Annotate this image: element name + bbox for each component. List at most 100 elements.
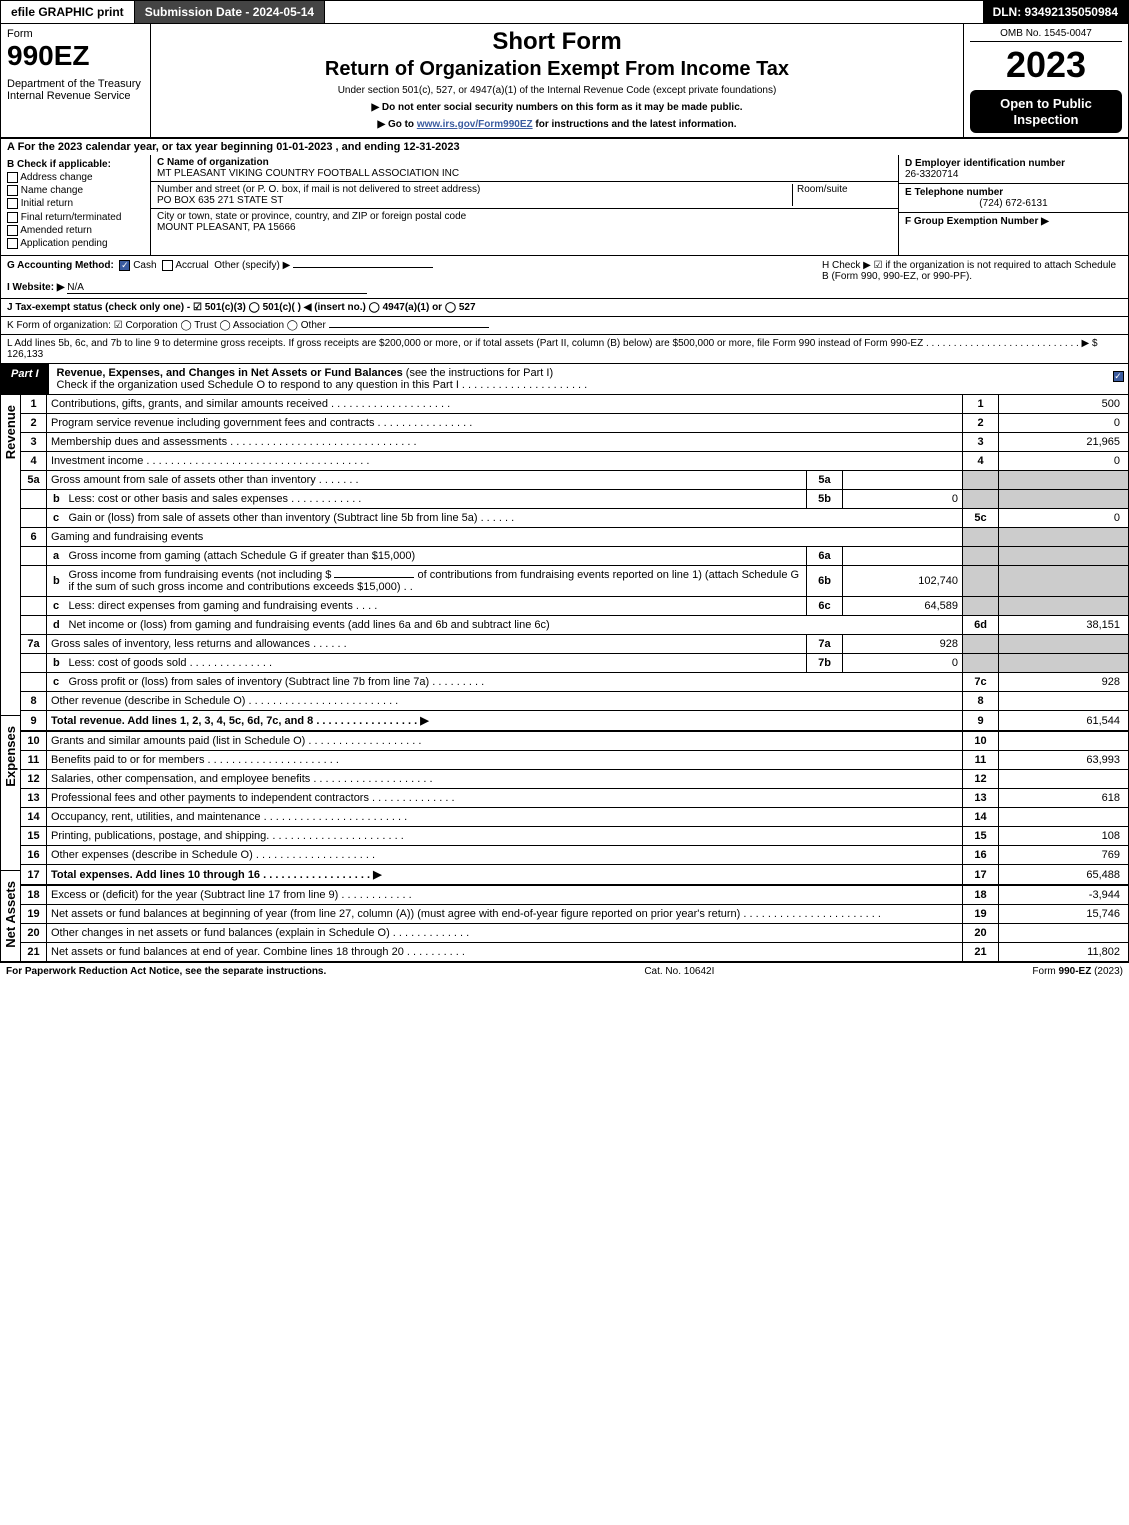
phone-value: (724) 672-6131 [905,198,1122,209]
city-label: City or town, state or province, country… [157,211,466,222]
website-value: N/A [67,282,367,294]
header-center: Short Form Return of Organization Exempt… [151,24,963,137]
goto-line: ▶ Go to www.irs.gov/Form990EZ for instru… [157,119,957,130]
f-label: F Group Exemption Number ▶ [905,216,1049,227]
addr-label: Number and street (or P. O. box, if mail… [157,184,480,195]
line-9: 9Total revenue. Add lines 1, 2, 3, 4, 5c… [21,711,1129,732]
room-label: Room/suite [797,184,848,195]
org-city: MOUNT PLEASANT, PA 15666 [157,222,296,233]
top-bar: efile GRAPHIC print Submission Date - 20… [0,0,1129,24]
j-text: J Tax-exempt status (check only one) - ☑… [7,302,476,313]
dept-label: Department of the Treasury [7,78,144,90]
g-label: G Accounting Method: [7,260,114,271]
g-other: Other (specify) ▶ [214,260,290,271]
section-l: L Add lines 5b, 6c, and 7b to line 9 to … [0,335,1129,364]
line-6b: b Gross income from fundraising events (… [21,566,1129,597]
line-6d: dNet income or (loss) from gaming and fu… [21,616,1129,635]
footer-left: For Paperwork Reduction Act Notice, see … [6,966,326,977]
line-5a: 5aGross amount from sale of assets other… [21,471,1129,490]
irs-link[interactable]: www.irs.gov/Form990EZ [417,119,533,130]
chk-final-return[interactable]: Final return/terminated [7,212,144,223]
part1-checkbox[interactable]: ✓ [1108,364,1128,394]
org-name: MT PLEASANT VIKING COUNTRY FOOTBALL ASSO… [157,168,459,179]
warning-line: ▶ Do not enter social security numbers o… [157,102,957,113]
e-label: E Telephone number [905,187,1003,198]
line-5c: cGain or (loss) from sale of assets othe… [21,509,1129,528]
line-7a: 7aGross sales of inventory, less returns… [21,635,1129,654]
line-10: 10Grants and similar amounts paid (list … [21,731,1129,751]
lines-table: 1Contributions, gifts, grants, and simil… [20,395,1129,962]
part1-tab: Part I [1,364,49,394]
l6b-amount-input[interactable] [334,577,414,578]
form-header: Form 990EZ Department of the Treasury In… [0,24,1129,139]
line-6a: aGross income from gaming (attach Schedu… [21,547,1129,566]
chk-cash[interactable]: ✓ [119,260,130,271]
line-14: 14Occupancy, rent, utilities, and mainte… [21,808,1129,827]
footer-right: Form 990-EZ (2023) [1032,966,1123,977]
section-b-title: B Check if applicable: [7,159,111,170]
l-text: L Add lines 5b, 6c, and 7b to line 9 to … [7,338,1098,349]
page-footer: For Paperwork Reduction Act Notice, see … [0,962,1129,980]
tax-year: 2023 [970,44,1122,86]
d-label: D Employer identification number [905,158,1065,169]
title-short-form: Short Form [157,28,957,56]
line-17: 17Total expenses. Add lines 10 through 1… [21,865,1129,886]
g-accrual: Accrual [175,260,208,271]
ein-value: 26-3320714 [905,169,958,180]
section-b: B Check if applicable: Address change Na… [1,155,151,255]
line-4: 4Investment income . . . . . . . . . . .… [21,452,1129,471]
line-21: 21Net assets or fund balances at end of … [21,943,1129,962]
section-a-text: A For the 2023 calendar year, or tax yea… [7,141,460,153]
chk-amended-return[interactable]: Amended return [7,225,144,236]
line-19: 19Net assets or fund balances at beginni… [21,905,1129,924]
goto-post: for instructions and the latest informat… [533,119,737,130]
g-other-input[interactable] [293,267,433,268]
header-right: OMB No. 1545-0047 2023 Open to Public In… [963,24,1128,137]
part1-title: Revenue, Expenses, and Changes in Net As… [49,364,1108,394]
irs-label: Internal Revenue Service [7,90,144,102]
footer-mid: Cat. No. 10642I [644,966,714,977]
section-j: J Tax-exempt status (check only one) - ☑… [0,299,1129,317]
chk-accrual[interactable] [162,260,173,271]
section-h: H Check ▶ ☑ if the organization is not r… [822,260,1122,294]
org-address: PO BOX 635 271 STATE ST [157,195,283,206]
section-c: C Name of organization MT PLEASANT VIKIN… [151,155,898,255]
line-12: 12Salaries, other compensation, and empl… [21,770,1129,789]
line-11: 11Benefits paid to or for members . . . … [21,751,1129,770]
part1-title-bold: Revenue, Expenses, and Changes in Net As… [57,367,403,379]
line-18: 18Excess or (deficit) for the year (Subt… [21,885,1129,905]
line-16: 16Other expenses (describe in Schedule O… [21,846,1129,865]
line-6: 6Gaming and fundraising events [21,528,1129,547]
line-8: 8Other revenue (describe in Schedule O) … [21,692,1129,711]
subtitle: Under section 501(c), 527, or 4947(a)(1)… [157,85,957,96]
section-k: K Form of organization: ☑ Corporation ◯ … [0,317,1129,335]
chk-application-pending[interactable]: Application pending [7,238,144,249]
part1-header: Part I Revenue, Expenses, and Changes in… [0,364,1129,395]
i-label: I Website: ▶ [7,282,65,293]
efile-print-button[interactable]: efile GRAPHIC print [1,1,135,23]
dln-label: DLN: 93492135050984 [983,1,1128,23]
submission-date-button[interactable]: Submission Date - 2024-05-14 [135,1,325,23]
chk-initial-return[interactable]: Initial return [7,198,144,209]
line-3: 3Membership dues and assessments . . . .… [21,433,1129,452]
side-expenses: Expenses [3,716,18,797]
part1-title-rest: (see the instructions for Part I) [403,367,553,379]
line-15: 15Printing, publications, postage, and s… [21,827,1129,846]
section-def: D Employer identification number 26-3320… [898,155,1128,255]
header-left: Form 990EZ Department of the Treasury In… [1,24,151,137]
g-cash: Cash [133,260,156,271]
c-label: C Name of organization [157,157,269,168]
line-7b: bLess: cost of goods sold . . . . . . . … [21,654,1129,673]
form-label: Form [7,28,144,40]
line-6c: cLess: direct expenses from gaming and f… [21,597,1129,616]
section-a: A For the 2023 calendar year, or tax yea… [0,139,1129,155]
chk-name-change[interactable]: Name change [7,185,144,196]
line-13: 13Professional fees and other payments t… [21,789,1129,808]
k-text: K Form of organization: ☑ Corporation ◯ … [7,320,326,331]
form-number: 990EZ [7,40,144,72]
title-return: Return of Organization Exempt From Incom… [157,58,957,81]
side-net-assets: Net Assets [3,871,18,958]
chk-address-change[interactable]: Address change [7,172,144,183]
line-1: 1Contributions, gifts, grants, and simil… [21,395,1129,414]
k-other-input[interactable] [329,327,489,328]
